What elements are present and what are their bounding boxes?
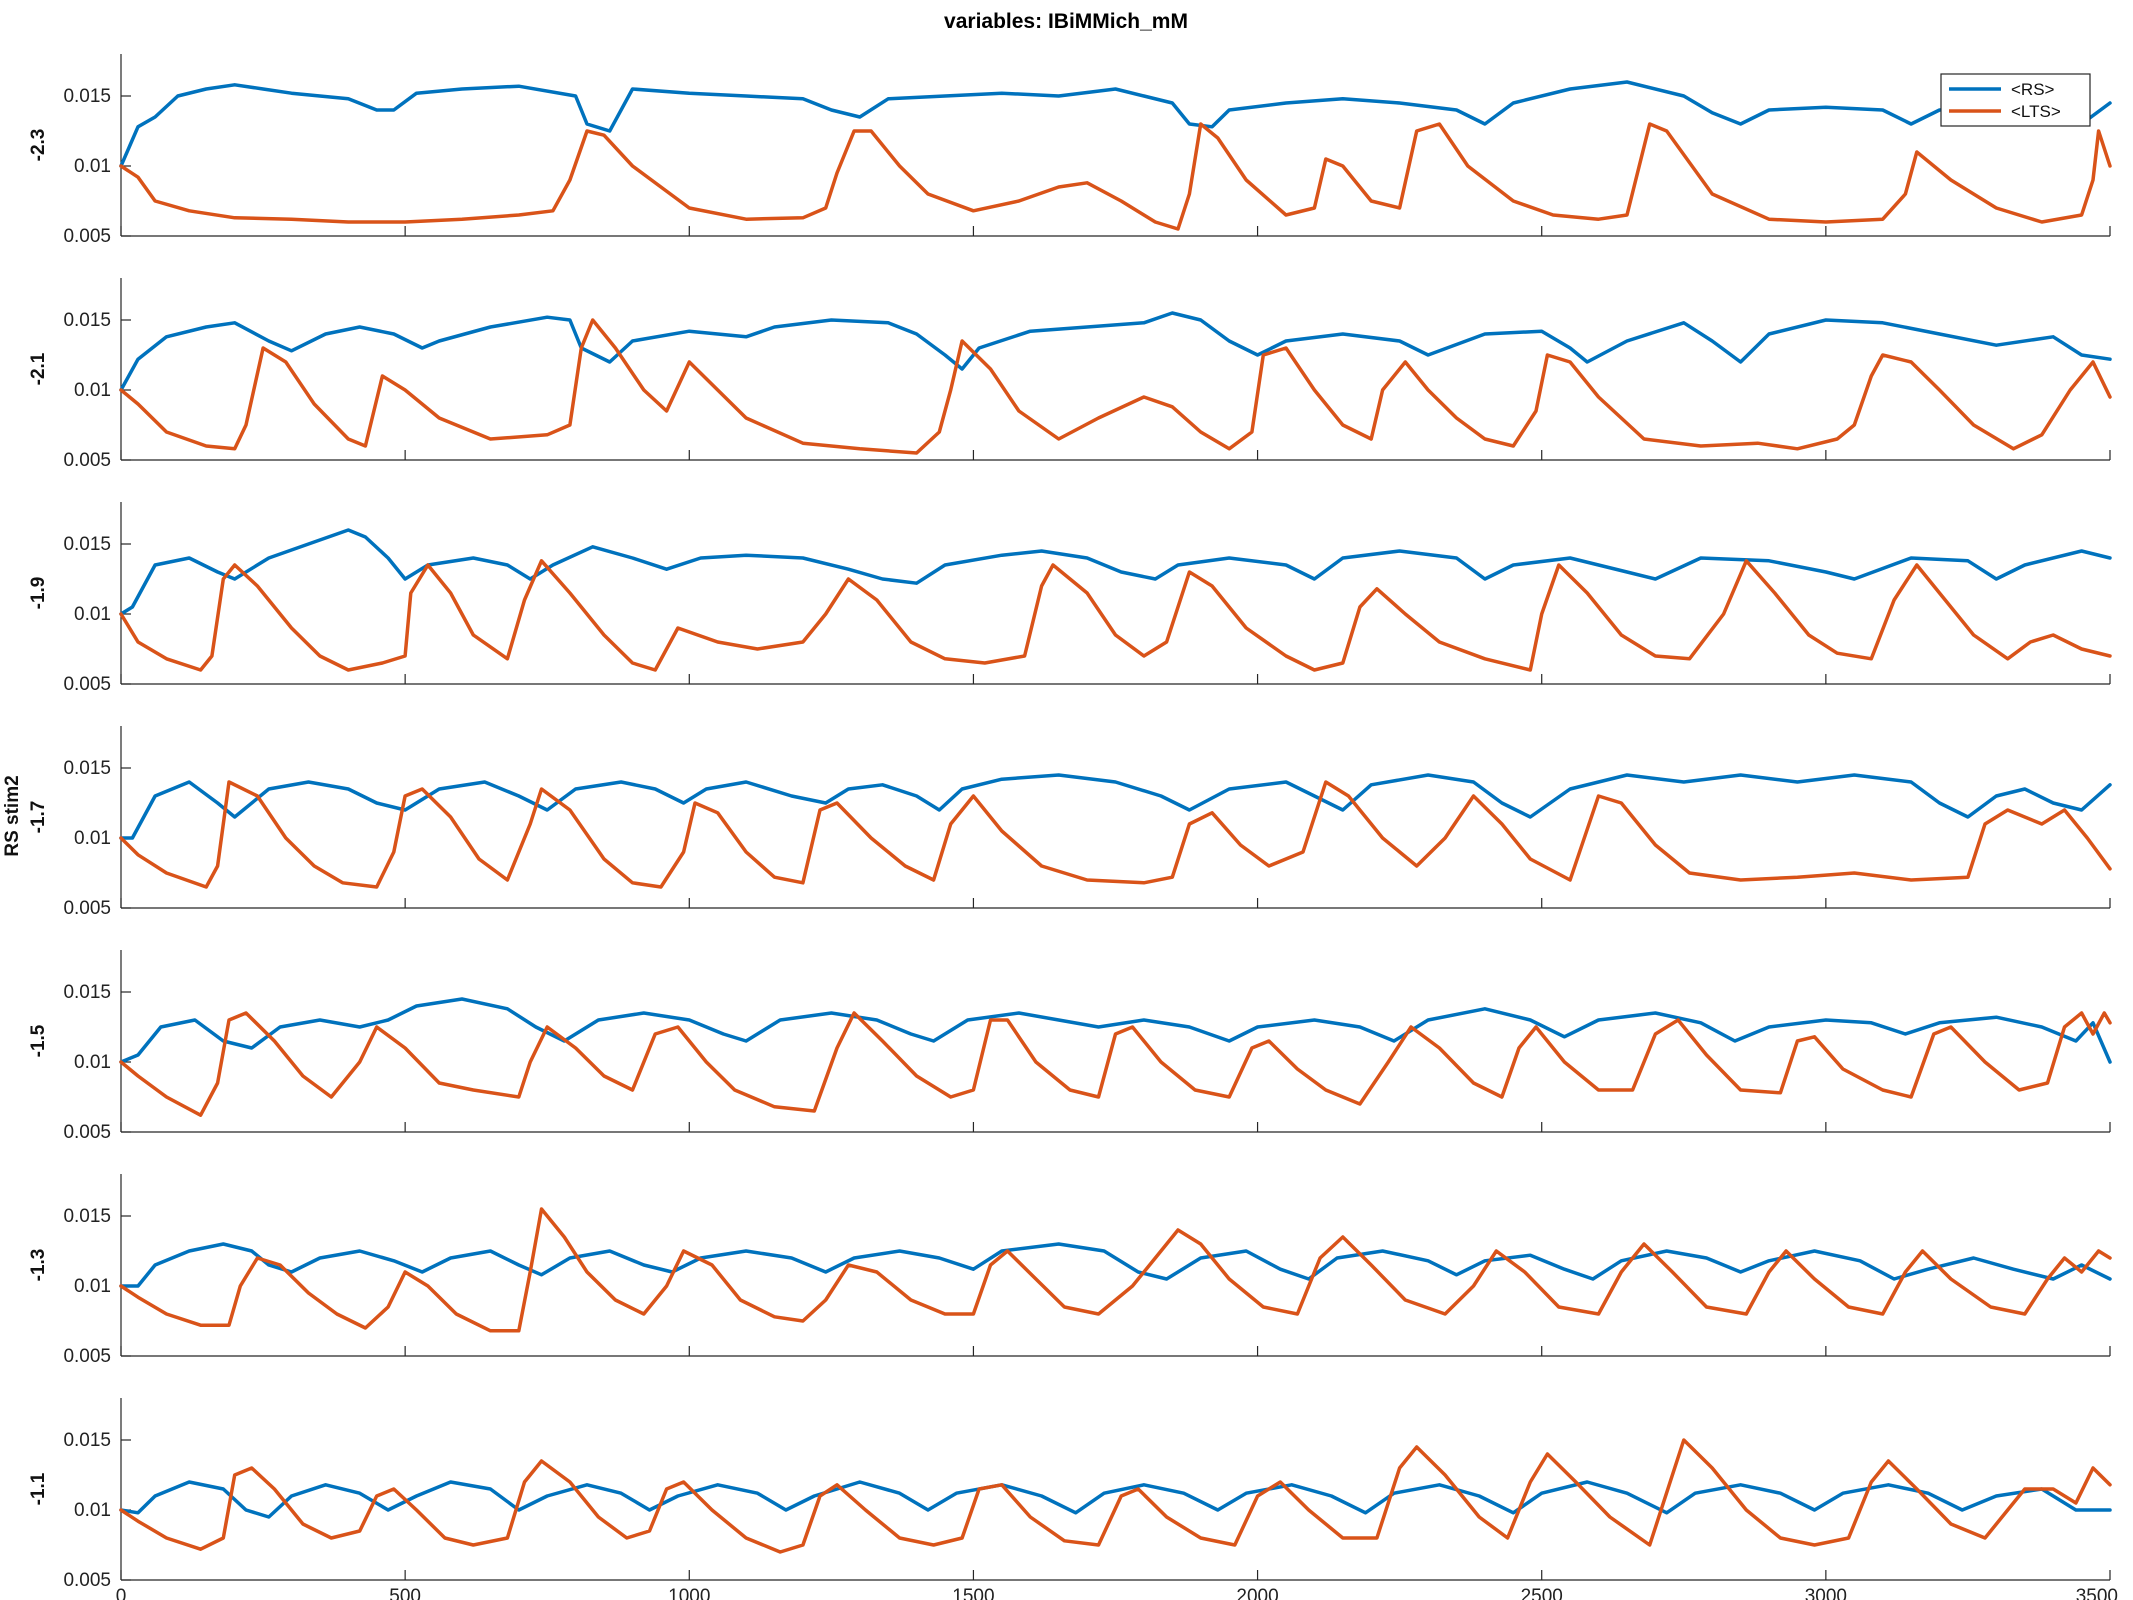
series-line-lts [119, 318, 2112, 455]
y-tick-label: 0.01 [74, 604, 111, 625]
y-tick-label: 0.005 [63, 898, 111, 919]
panel-label: -1.9 [28, 577, 49, 610]
panel-label: -1.1 [28, 1472, 49, 1505]
y-tick-label: 0.015 [63, 1206, 111, 1227]
y-tick-label: 0.015 [63, 758, 111, 779]
y-tick-label: 0.005 [63, 1570, 111, 1591]
panel: 0.005 0.01 0.015 -1.1 [28, 1398, 2112, 1591]
series-line-rs [119, 80, 2112, 168]
y-tick-label: 0.005 [63, 1122, 111, 1143]
legend-entry-label: <LTS> [2011, 102, 2061, 121]
chart-title: variables: IBiMMich_mM [944, 10, 1188, 33]
y-tick-label: 0.005 [63, 674, 111, 695]
series-line-rs [119, 528, 2112, 616]
y-tick-label: 0.01 [74, 380, 111, 401]
y-tick-label: 0.01 [74, 156, 111, 177]
y-tick-label: 0.01 [74, 1052, 111, 1073]
series-line-rs [119, 1480, 2112, 1519]
y-tick-label: 0.005 [63, 450, 111, 471]
y-tick-label: 0.015 [63, 982, 111, 1003]
x-tick-label: 2000 [1236, 1586, 1278, 1600]
y-tick-label: 0.015 [63, 310, 111, 331]
series-line-lts [119, 1207, 2112, 1333]
series-line-rs [119, 997, 2112, 1064]
x-tick-label: 3500 [2076, 1586, 2118, 1600]
y-tick-label: 0.01 [74, 1276, 111, 1297]
y-tick-label: 0.005 [63, 226, 111, 247]
x-tick-label: 1500 [952, 1586, 994, 1600]
panel: 0.005 0.01 0.015 -1.7 [28, 726, 2112, 919]
series-line-rs [119, 311, 2112, 392]
y-tick-label: 0.015 [63, 86, 111, 107]
series-line-rs [119, 1242, 2112, 1288]
shared-y-axis-label: RS stim2 [2, 775, 23, 856]
y-tick-label: 0.005 [63, 1346, 111, 1367]
panel: 0.005 0.01 0.015 -1.9 [28, 502, 2112, 695]
x-tick-label: 0 [116, 1586, 127, 1600]
y-tick-label: 0.015 [63, 534, 111, 555]
panel-label: -2.1 [28, 352, 49, 385]
series-line-lts [119, 1011, 2112, 1117]
panels: 0.0050.010.015-2.30.0050.010.015-2.10.00… [28, 54, 2118, 1600]
legend: <RS> <LTS> [1940, 73, 2091, 127]
series-line-lts [119, 1438, 2112, 1554]
panel-label: -1.3 [28, 1249, 49, 1282]
legend-entry-label: <RS> [2011, 80, 2055, 99]
panel: 0.005 0.01 0.015 -1.5 [28, 950, 2112, 1143]
y-tick-label: 0.015 [63, 1430, 111, 1451]
legend-box [1940, 73, 2091, 127]
x-tick-label: 1000 [668, 1586, 710, 1600]
series-line-lts [119, 559, 2112, 672]
x-tick-label: 500 [389, 1586, 421, 1600]
panel-label: -1.7 [28, 801, 49, 834]
series-line-lts [119, 122, 2112, 231]
series-line-lts [119, 780, 2112, 889]
y-tick-label: 0.01 [74, 828, 111, 849]
series-line-rs [119, 773, 2112, 840]
panel: 0.005 0.01 0.015 -2.1 [28, 278, 2112, 471]
panel-label: -2.3 [28, 129, 49, 162]
panel: 0.005 0.01 0.015 -2.3 [28, 54, 2112, 247]
y-tick-label: 0.01 [74, 1500, 111, 1521]
panel-label: -1.5 [28, 1024, 49, 1057]
panel: 0.005 0.01 0.015 -1.3 [28, 1174, 2112, 1367]
x-tick-label: 3000 [1805, 1586, 1847, 1600]
x-tick-label: 2500 [1521, 1586, 1563, 1600]
